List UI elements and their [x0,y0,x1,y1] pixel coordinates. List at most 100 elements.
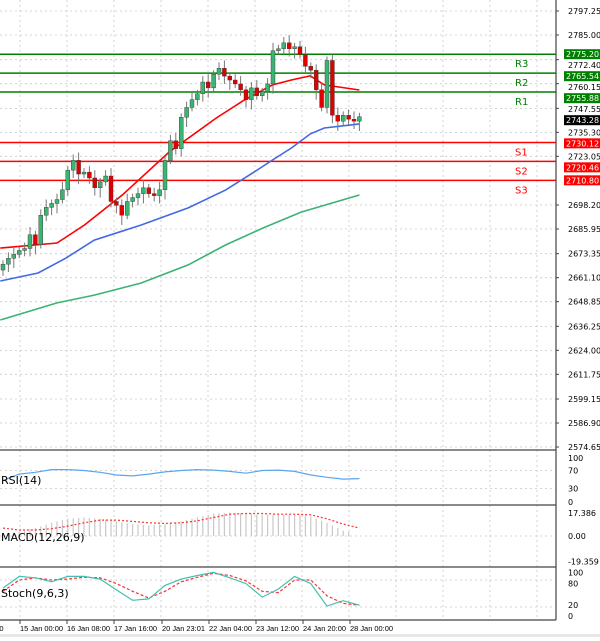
level-name-s3: S3 [515,185,528,196]
candle-bullish [60,189,65,200]
candle-bullish [124,201,130,216]
price-tick-label: 2735.30 [568,128,600,137]
candle-bearish [243,89,249,100]
level-name-s2: S2 [515,166,528,177]
macd-tick-label: 17.386 [568,509,596,518]
candle-bearish [232,79,238,85]
moving-averages [0,75,360,321]
candle-bullish [27,234,33,249]
time-label: 17 Jan 16:00 [114,624,157,633]
candle-bullish [276,48,281,51]
candle-bullish [38,214,43,245]
rsi-tick-label: 0 [568,498,573,507]
candle-bullish [216,68,222,75]
candle-bullish [0,263,6,271]
candle-bullish [81,171,87,175]
current-price-label: 2743.28 [566,116,599,125]
candle-bullish [103,175,108,183]
candle-bullish [135,193,141,198]
candle-bearish [314,70,319,91]
candle-bearish [346,115,351,120]
level-name-r3: R3 [515,59,528,70]
candle-bullish [281,42,286,49]
candle-bearish [114,201,119,206]
candle-bearish [335,115,340,122]
time-label: 16 Jan 08:00 [67,624,110,633]
price-tick-label: 2586.90 [568,419,600,428]
candle-bearish [227,75,233,81]
candle-bearish [319,89,324,108]
macd-tick-label: 0.00 [568,532,586,541]
price-tick-label: 2611.75 [568,370,600,379]
candle-bearish [330,60,335,116]
level-name-s1: S1 [515,147,528,158]
candle-bullish [49,203,54,208]
candle-bullish [341,115,346,122]
candle-bullish [54,199,60,204]
candle-bullish [65,169,71,190]
candle-bullish [200,81,206,94]
candle-bearish [92,177,98,188]
stoch-tick-label: 20 [568,601,578,610]
time-label: 20 Jan 23:01 [162,624,205,633]
indicator-panels: RSI(14) MACD(12,26,9) Stoch(9,6,3) [0,449,556,621]
level-price-badge [564,49,600,60]
candle-bullish [249,87,254,100]
price-tick-label: 2624.00 [568,346,600,355]
candle-bearish [254,87,260,96]
time-label: 23 Jan 12:00 [256,624,299,633]
level-price-badge [564,138,600,149]
candle-bearish [173,140,179,149]
stoch-k-line [2,571,360,607]
candle-bullish [141,187,146,194]
price-tick-label: 2636.25 [568,322,600,331]
price-tick-label: 2661.10 [568,274,600,283]
price-tick-label: 2599.15 [568,395,600,404]
candle-bearish [151,193,157,196]
macd-label: MACD(12,26,9) [1,531,85,544]
candle-bullish [168,140,173,161]
macd-tick-label: -19.359 [568,558,599,567]
candle-bullish [11,254,17,259]
price-tick-label: 2685.95 [568,225,600,234]
candle-bearish [222,68,227,77]
candle-bullish [70,160,76,171]
candle-bearish [146,187,152,194]
candle-bullish [22,248,27,251]
level-price-label: 2755.88 [566,94,599,103]
time-label: 24 Jan 20:00 [303,624,346,633]
time-label: 15 Jan 00:00 [20,624,63,633]
candle-bullish [130,197,135,202]
stoch-tick-label: 0 [568,612,573,621]
price-tick-label: 2760.15 [568,83,600,92]
price-tick-label: 2785.00 [568,31,600,40]
level-price-label: 2730.12 [566,139,599,148]
candle-bullish [184,107,189,118]
price-tick-label: 2673.35 [568,250,600,259]
candle-bearish [108,175,114,202]
candle-bullish [265,83,270,92]
price-tick-label: 2574.65 [568,443,600,452]
candle-bearish [205,81,211,89]
stoch-tick-label: 80 [568,580,578,589]
candles [0,34,362,276]
candle-bullish [6,258,11,265]
level-price-badge [564,162,600,173]
candle-bullish [189,99,195,108]
time-label: 22 Jan 04:00 [209,624,252,633]
horizontal-scrollbar[interactable] [0,634,600,637]
candle-bearish [76,160,81,175]
price-tick-label: 2772.40 [568,61,600,70]
candle-bearish [297,46,303,55]
rsi-label: RSI(14) [1,474,41,487]
moving-average-line [0,194,360,321]
candle-bullish [157,189,162,196]
time-label: 28 Jan 00:00 [350,624,393,633]
candle-bearish [351,119,357,122]
candle-bullish [270,50,276,85]
candle-bearish [303,54,308,67]
candle-bullish [260,91,265,96]
candle-bearish [119,205,125,216]
